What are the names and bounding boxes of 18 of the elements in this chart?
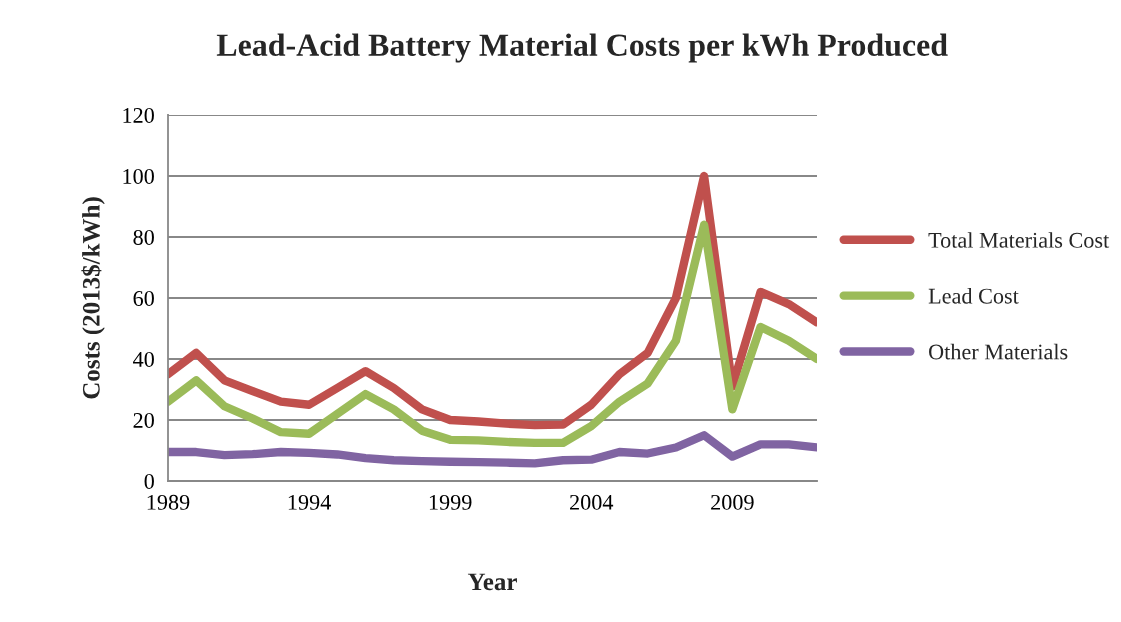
y-axis-title: Costs (2013$/kWh) xyxy=(81,197,105,399)
x-tick-label: 1989 xyxy=(147,494,190,510)
chart-title: Lead-Acid Battery Material Costs per kWh Produced xyxy=(216,33,948,63)
x-tick-label: 1999 xyxy=(429,494,472,510)
x-tick-label: 1994 xyxy=(288,494,331,510)
y-tick-label: 20 xyxy=(133,412,154,428)
legend-label: Total Materials Cost xyxy=(928,232,1110,248)
y-tick-label: 120 xyxy=(123,107,154,123)
y-tick-label: 0 xyxy=(144,473,154,489)
y-tick-label: 80 xyxy=(133,229,154,245)
legend-label: Other Materials xyxy=(929,343,1068,360)
y-tick-label: 100 xyxy=(123,168,154,184)
y-tick-label: 60 xyxy=(133,290,154,306)
x-tick-label: 2004 xyxy=(570,494,614,510)
x-axis-title: Year xyxy=(467,573,517,591)
x-tick-label: 2009 xyxy=(711,494,754,510)
legend-label: Lead Cost xyxy=(928,287,1019,304)
y-tick-label: 40 xyxy=(133,351,154,367)
